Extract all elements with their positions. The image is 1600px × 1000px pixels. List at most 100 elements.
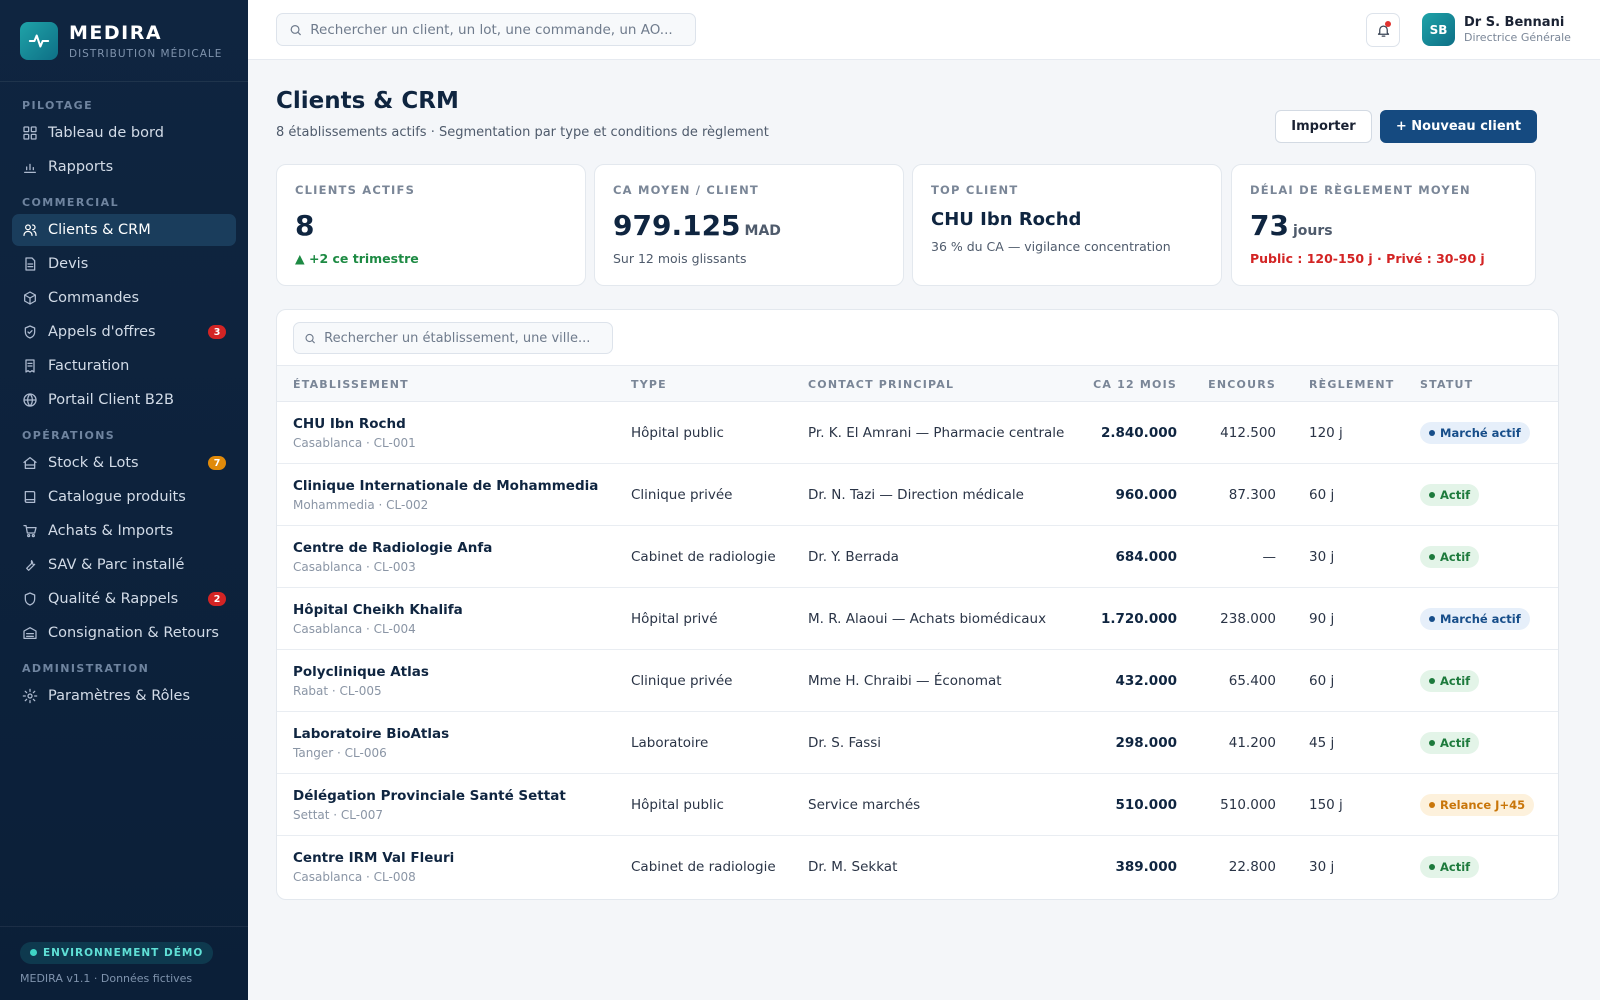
bar-chart-icon: [24, 163, 36, 173]
ca-cell: 298.000: [1115, 735, 1178, 751]
ca-cell: 432.000: [1115, 673, 1178, 689]
type-cell: Clinique privée: [631, 487, 733, 503]
sidebar-item-clients-crm[interactable]: Clients & CRM: [12, 214, 236, 246]
column-header-statut[interactable]: STATUT: [1420, 378, 1474, 391]
contact-cell: Pr. K. El Amrani — Pharmacie centrale: [808, 425, 1065, 441]
status-dot-icon: [1429, 678, 1435, 684]
establishment-cell: Centre IRM Val Fleuri Casablanca · CL-008: [293, 836, 454, 898]
kpi-value: CHU Ibn Rochd: [931, 209, 1203, 230]
ca-cell: 960.000: [1115, 487, 1178, 503]
global-search[interactable]: [276, 13, 696, 46]
nav-section-title: PILOTAGE: [22, 99, 94, 112]
status-dot-icon: [1429, 492, 1435, 498]
environment-badge: ENVIRONNEMENT DÉMO: [20, 941, 214, 964]
kpi-label: CA MOYEN / CLIENT: [613, 183, 759, 197]
version-text: MEDIRA v1.1 · Données fictives: [20, 971, 193, 985]
sidebar-item-parametres-roles[interactable]: Paramètres & Rôles: [12, 680, 236, 712]
brand-name: MEDIRA: [69, 21, 163, 44]
status-dot-icon: [1429, 554, 1435, 560]
establishment-location: Casablanca · CL-008: [293, 870, 416, 884]
column-header-contact[interactable]: CONTACT PRINCIPAL: [808, 378, 955, 391]
table-row[interactable]: Polyclinique Atlas Rabat · CL-005 Clinique…: [277, 650, 1558, 712]
sidebar-item-tableau-de-bord[interactable]: Tableau de bord: [12, 117, 236, 149]
column-header-etablissement[interactable]: ÉTABLISSEMENT: [293, 378, 409, 391]
sidebar-item-rapports[interactable]: Rapports: [12, 151, 236, 183]
sidebar-item-label: Qualité & Rappels: [48, 591, 179, 607]
sidebar-item-devis[interactable]: Devis: [12, 248, 236, 280]
brand[interactable]: MEDIRA DISTRIBUTION MÉDICALE: [0, 0, 248, 82]
reglement-cell: 30 j: [1309, 549, 1335, 565]
establishment-name[interactable]: Délégation Provinciale Santé Settat: [293, 788, 566, 804]
encours-cell: 22.800: [1228, 859, 1276, 875]
contact-cell: Dr. S. Fassi: [808, 735, 882, 751]
kpi-value-number: 73: [1250, 209, 1289, 242]
establishment-name[interactable]: Laboratoire BioAtlas: [293, 726, 450, 742]
sidebar-item-qualite-rappels[interactable]: Qualité & Rappels 2: [12, 583, 236, 615]
table-row[interactable]: Laboratoire BioAtlas Tanger · CL-006 Labor…: [277, 712, 1558, 774]
status-badge: Actif: [1420, 546, 1480, 568]
contact-cell: Dr. Y. Berrada: [808, 549, 899, 565]
table-row[interactable]: CHU Ibn Rochd Casablanca · CL-001 Hôpital …: [277, 402, 1558, 464]
sidebar-item-label: Commandes: [48, 290, 140, 306]
type-cell: Hôpital privé: [631, 611, 718, 627]
status-label: Actif: [1440, 736, 1471, 750]
page-subtitle: 8 établissements actifs · Segmentation p…: [276, 125, 769, 140]
sidebar-item-label: Clients & CRM: [48, 222, 151, 238]
column-header-type[interactable]: TYPE: [631, 378, 667, 391]
table-row[interactable]: Clinique Internationale de Mohammedia Moh…: [277, 464, 1558, 526]
type-cell: Clinique privée: [631, 673, 733, 689]
new-client-button[interactable]: + Nouveau client: [1380, 110, 1537, 143]
global-search-input[interactable]: [310, 21, 683, 38]
notifications-button[interactable]: [1366, 13, 1400, 47]
main-content: Clients & CRM 8 établissements actifs · …: [248, 60, 1600, 1000]
establishment-name[interactable]: CHU Ibn Rochd: [293, 416, 406, 432]
column-header-ca[interactable]: CA 12 MOIS: [1093, 378, 1177, 391]
establishment-name[interactable]: Centre IRM Val Fleuri: [293, 850, 455, 866]
sidebar-item-portail-client-b2b[interactable]: Portail Client B2B: [12, 384, 236, 416]
status-cell: Marché actif: [1420, 588, 1530, 650]
establishment-location: Tanger · CL-006: [293, 746, 387, 760]
status-cell: Marché actif: [1420, 402, 1530, 464]
sidebar-footer: ENVIRONNEMENT DÉMO MEDIRA v1.1 · Données…: [0, 926, 248, 1000]
table-search[interactable]: [293, 322, 613, 354]
type-cell: Laboratoire: [631, 735, 709, 751]
sidebar-item-stock-lots[interactable]: Stock & Lots 7: [12, 447, 236, 479]
kpi-card: CA MOYEN / CLIENT 979.125 MAD Sur 12 mois g…: [594, 164, 904, 286]
table-row[interactable]: Centre de Radiologie Anfa Casablanca · CL…: [277, 526, 1558, 588]
kpi-value-number: CHU Ibn Rochd: [931, 209, 1082, 230]
establishment-name[interactable]: Polyclinique Atlas: [293, 664, 429, 680]
user-name: Dr S. Bennani: [1464, 15, 1565, 30]
sidebar: MEDIRA DISTRIBUTION MÉDICALE PILOTAGE Tab…: [0, 0, 248, 1000]
sidebar-item-consignation-retours[interactable]: Consignation & Retours: [12, 617, 236, 649]
sidebar-item-sav-parc-installe[interactable]: SAV & Parc installé: [12, 549, 236, 581]
count-badge: 7: [208, 456, 226, 470]
sidebar-item-label: Tableau de bord: [48, 125, 164, 141]
table-body: CHU Ibn Rochd Casablanca · CL-001 Hôpital …: [277, 402, 1558, 898]
establishment-cell: Clinique Internationale de Mohammedia Moh…: [293, 464, 598, 526]
table-row[interactable]: Délégation Provinciale Santé Settat Setta…: [277, 774, 1558, 836]
import-button[interactable]: Importer: [1275, 110, 1372, 143]
establishment-name[interactable]: Centre de Radiologie Anfa: [293, 540, 493, 556]
notification-dot: [1385, 21, 1391, 27]
sidebar-item-commandes[interactable]: Commandes: [12, 282, 236, 314]
table-row[interactable]: Centre IRM Val Fleuri Casablanca · CL-008…: [277, 836, 1558, 898]
column-header-encours[interactable]: ENCOURS: [1208, 378, 1276, 391]
sidebar-item-achats-imports[interactable]: Achats & Imports: [12, 515, 236, 547]
kpi-value-number: 979.125: [613, 209, 741, 242]
sidebar-item-catalogue-produits[interactable]: Catalogue produits: [12, 481, 236, 513]
sidebar-item-facturation[interactable]: Facturation: [12, 350, 236, 382]
table-row[interactable]: Hôpital Cheikh Khalifa Casablanca · CL-00…: [277, 588, 1558, 650]
establishment-cell: Laboratoire BioAtlas Tanger · CL-006: [293, 712, 449, 774]
encours-cell: —: [1262, 549, 1277, 565]
user-menu[interactable]: SB Dr S. Bennani Directrice Générale: [1422, 13, 1571, 46]
establishment-cell: CHU Ibn Rochd Casablanca · CL-001: [293, 402, 416, 464]
establishment-name[interactable]: Clinique Internationale de Mohammedia: [293, 478, 599, 494]
kpi-label: CLIENTS ACTIFS: [295, 183, 416, 197]
establishment-name[interactable]: Hôpital Cheikh Khalifa: [293, 602, 463, 618]
sidebar-item-appels-d-offres[interactable]: Appels d'offres 3: [12, 316, 236, 348]
kpi-value: 73 jours: [1250, 209, 1517, 242]
kpi-value-number: 8: [295, 209, 315, 242]
type-cell: Hôpital public: [631, 425, 724, 441]
table-search-input[interactable]: [324, 330, 602, 346]
column-header-reglement[interactable]: RÈGLEMENT: [1309, 378, 1395, 391]
